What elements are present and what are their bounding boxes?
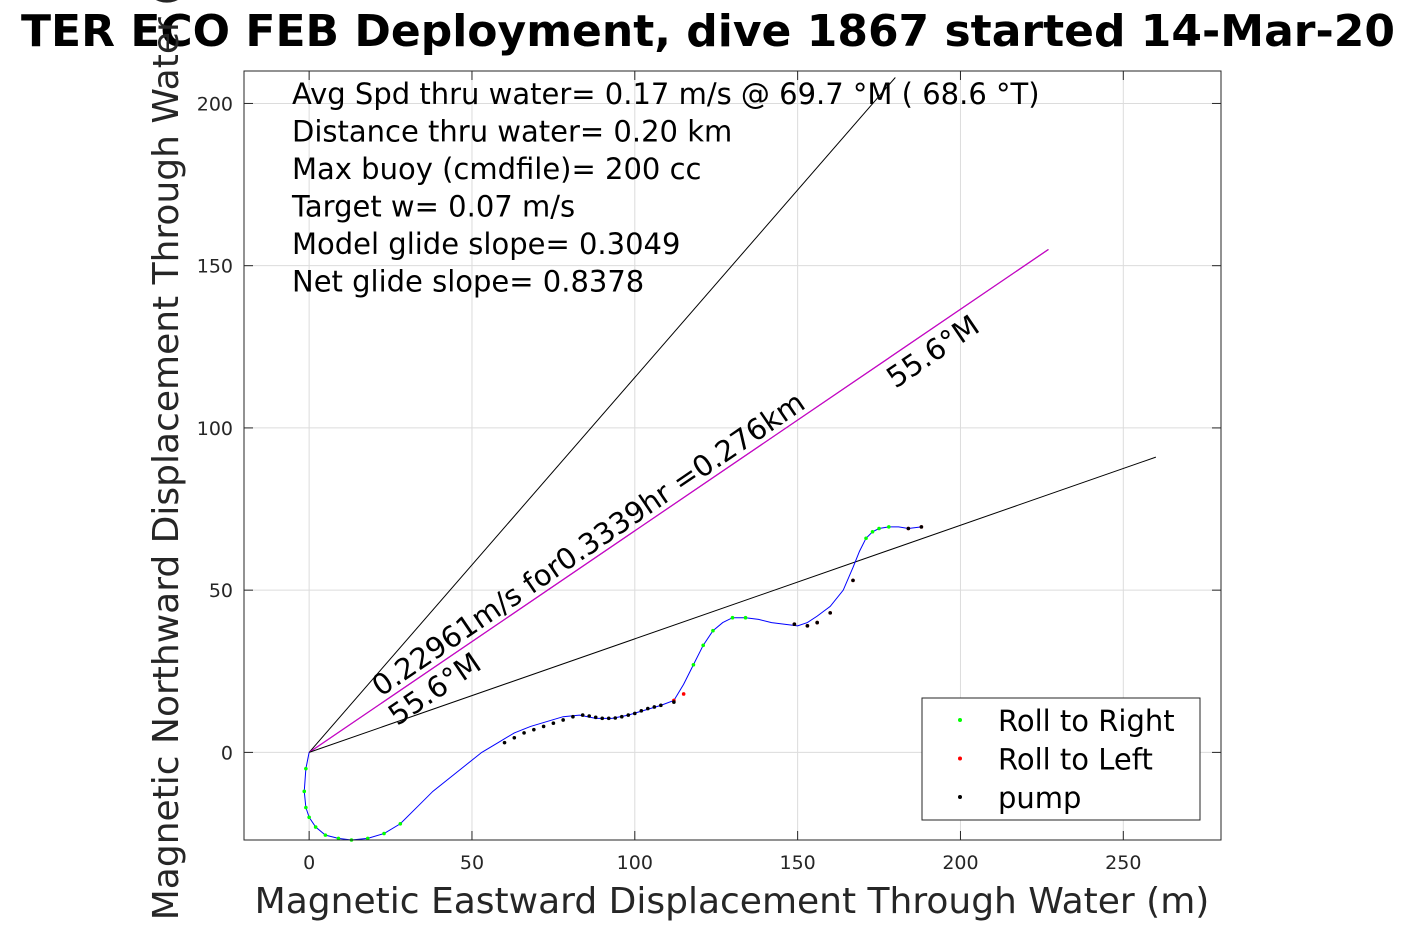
- marker-pump: [600, 716, 605, 721]
- marker-roll-to-right: [336, 836, 341, 841]
- marker-pump: [587, 714, 592, 718]
- marker-pump: [593, 715, 598, 720]
- y-tick-label: 50: [209, 580, 233, 602]
- marker-roll-to-right: [877, 526, 881, 531]
- chart-title: TER ECO FEB Deployment, dive 1867 starte…: [21, 6, 1395, 57]
- trajectory-line: [303, 526, 922, 841]
- x-tick-label: 150: [780, 852, 816, 874]
- marker-pump: [606, 716, 611, 721]
- marker-pump: [815, 620, 819, 625]
- legend-label-roll-to-left: Roll to Left: [998, 743, 1153, 777]
- marker-pump: [639, 709, 644, 713]
- x-tick-label: 0: [303, 852, 315, 874]
- legend-marker-roll-to-right: [958, 718, 962, 722]
- legend: Roll to Right Roll to Left pump: [921, 697, 1201, 821]
- marker-pump: [532, 727, 536, 732]
- marker-roll-to-right: [323, 833, 328, 837]
- marker-pump: [851, 578, 855, 583]
- marker-roll-to-right: [304, 805, 308, 810]
- marker-pump: [613, 716, 618, 720]
- marker-pump: [580, 713, 585, 717]
- annotation-line: Avg Spd thru water= 0.17 m/s @ 69.7 °M (…: [292, 77, 1040, 111]
- marker-pump: [512, 735, 517, 740]
- marker-pump: [652, 705, 657, 709]
- marker-pump: [805, 624, 810, 628]
- annotations: Avg Spd thru water= 0.17 m/s @ 69.7 °M (…: [291, 77, 1040, 299]
- marker-roll-to-right: [701, 643, 705, 648]
- marker-pump: [571, 714, 575, 719]
- annotation-line: Target w= 0.07 m/s: [291, 190, 575, 224]
- x-tick-label: 250: [1105, 852, 1141, 874]
- marker-pump: [626, 713, 631, 717]
- marker-roll-to-right: [382, 831, 386, 836]
- marker-pump: [919, 525, 924, 529]
- marker-pump: [672, 700, 676, 704]
- x-axis-label: Magnetic Eastward Displacement Through W…: [255, 881, 1210, 922]
- marker-roll-to-right: [313, 825, 318, 829]
- marker-roll-to-right: [730, 615, 735, 620]
- marker-pump: [633, 711, 637, 716]
- marker-pump: [502, 740, 507, 745]
- y-axis-label: Magnetic Northward Displacement Through …: [146, 0, 187, 920]
- markers: [302, 525, 924, 842]
- marker-roll-to-right: [365, 836, 370, 841]
- x-tick-label: 50: [460, 852, 484, 874]
- marker-pump: [541, 724, 546, 729]
- annotation-line: Max buoy (cmdfile)= 200 cc: [292, 152, 701, 186]
- plot-frame: [243, 70, 1222, 841]
- legend-label-pump: pump: [998, 781, 1081, 815]
- reference-line-lower-bound: [308, 456, 1157, 753]
- marker-roll-to-right: [304, 766, 308, 771]
- marker-pump: [551, 721, 556, 725]
- marker-roll-to-right: [691, 662, 696, 667]
- marker-pump: [561, 718, 565, 722]
- marker-pump: [646, 706, 650, 711]
- reference-lines: [308, 77, 1157, 753]
- y-tick-label: 0: [221, 742, 233, 764]
- legend-label-roll-to-right: Roll to Right: [998, 704, 1175, 738]
- legend-marker-pump: [958, 795, 962, 799]
- reference-line-heading-track: [308, 248, 1049, 753]
- marker-roll-to-right: [864, 536, 868, 541]
- annotation-line: Net glide slope= 0.8378: [292, 265, 644, 299]
- marker-roll-to-right: [302, 789, 307, 794]
- reference-line-upper-bound: [308, 77, 896, 753]
- marker-roll-to-left: [681, 692, 686, 696]
- x-ticks: 0 50 100 150 200 250: [303, 71, 1141, 874]
- marker-roll-to-right: [870, 529, 875, 534]
- x-tick-label: 100: [617, 852, 653, 874]
- marker-pump: [828, 611, 832, 615]
- marker-pump: [619, 714, 624, 719]
- y-tick-label: 100: [197, 418, 233, 440]
- marker-roll-to-right: [711, 628, 715, 633]
- marker-pump: [659, 703, 663, 708]
- legend-marker-roll-to-left: [958, 756, 962, 761]
- trajectory: [303, 526, 922, 841]
- legend-box: [921, 697, 1201, 821]
- marker-roll-to-right: [743, 615, 748, 620]
- marker-roll-to-right: [887, 525, 891, 529]
- marker-pump: [906, 526, 911, 531]
- x-tick-label: 200: [942, 852, 978, 874]
- y-ticks: 0 50 100 150 200: [197, 93, 1221, 764]
- marker-roll-to-right: [307, 815, 311, 820]
- marker-pump: [522, 731, 526, 735]
- annotation-line: Distance thru water= 0.20 km: [292, 115, 732, 149]
- marker-roll-to-right: [398, 821, 403, 826]
- y-tick-label: 200: [197, 93, 233, 115]
- marker-pump: [792, 622, 797, 627]
- annotation-line: Model glide slope= 0.3049: [292, 227, 680, 261]
- y-tick-label: 150: [197, 256, 233, 278]
